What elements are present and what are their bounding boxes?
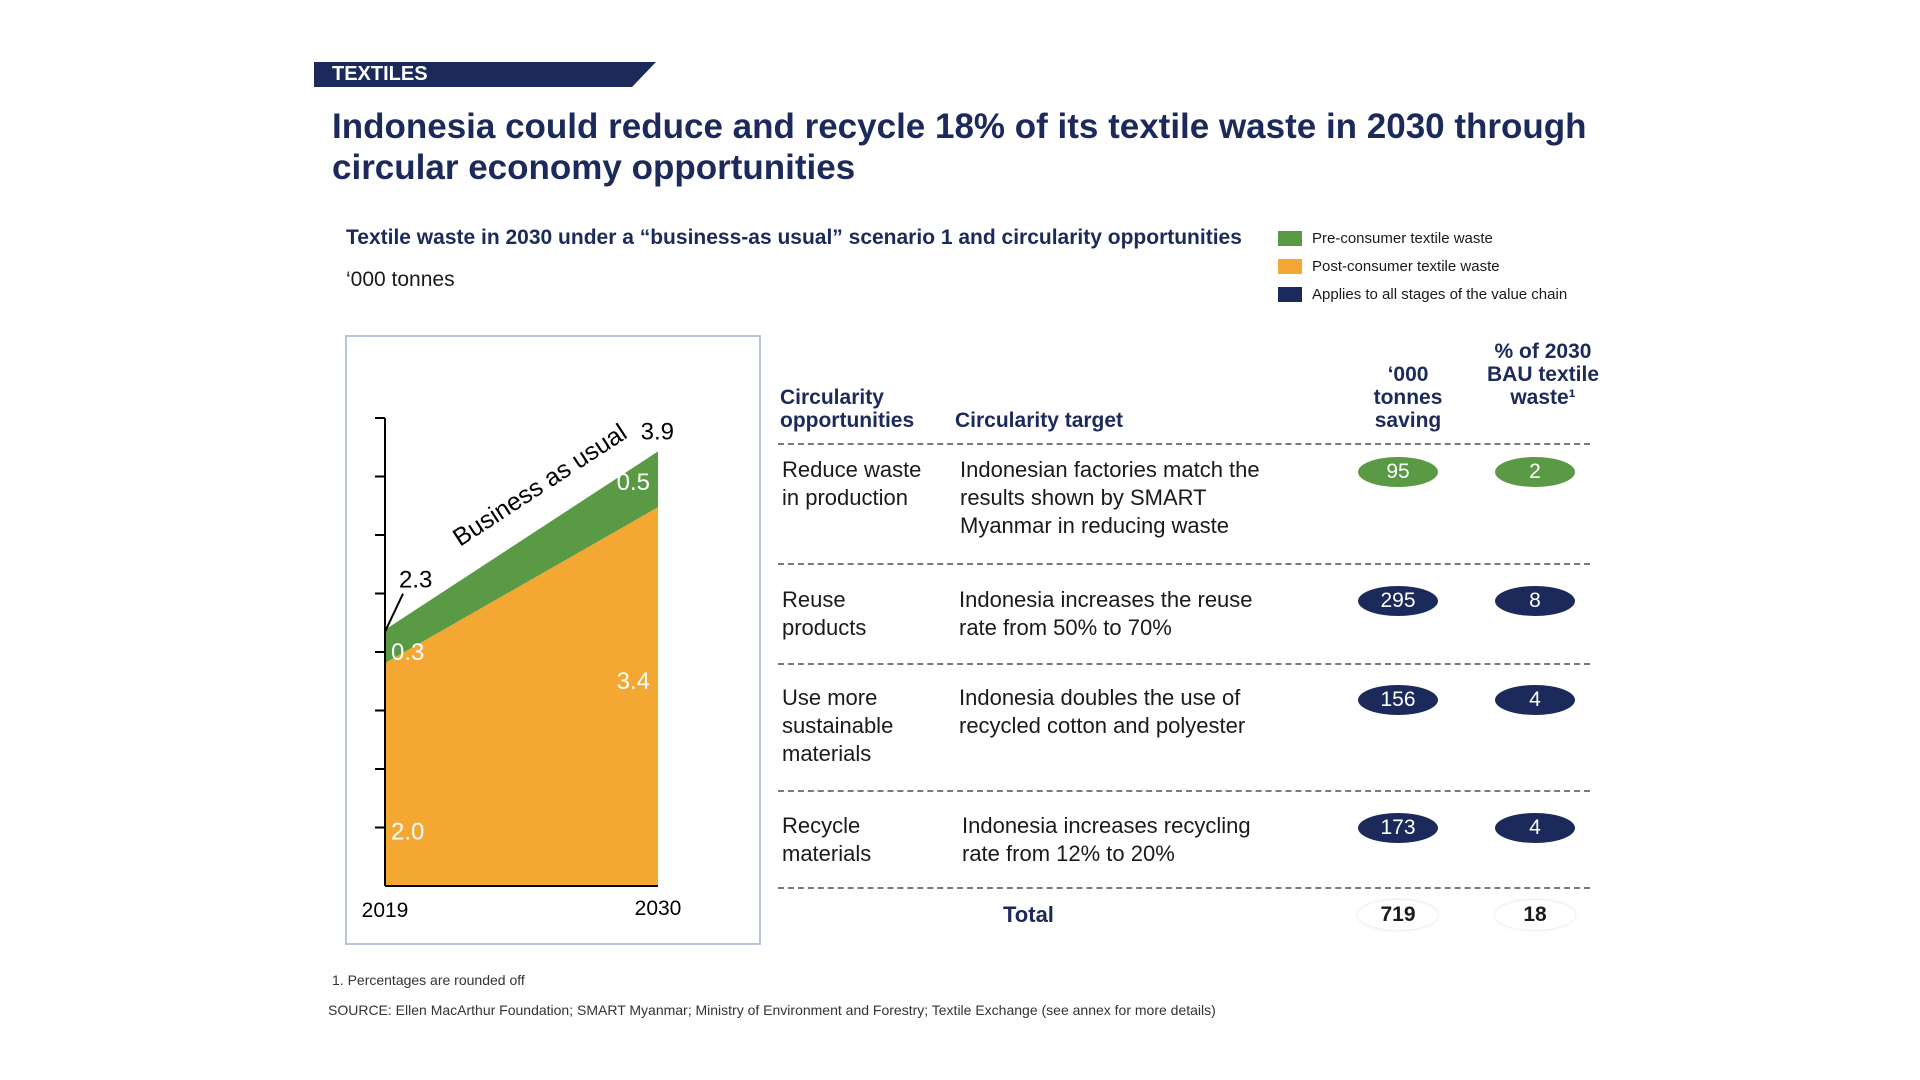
chart-subtitle: Textile waste in 2030 under a “business-… xyxy=(346,226,1242,249)
saving-badge: 295 xyxy=(1358,586,1438,616)
header-percent: % of 2030 BAU textile waste¹ xyxy=(1486,340,1600,409)
legend-swatch-orange xyxy=(1278,258,1302,274)
data-label-post-2030: 3.4 xyxy=(617,668,650,695)
post-consumer-area xyxy=(385,507,658,886)
data-label-total-2019: 2.3 xyxy=(399,567,432,594)
divider xyxy=(778,790,1590,792)
total-label: Total xyxy=(1003,902,1054,927)
area-chart-panel: 2.0 3.4 0.3 0.5 2.3 3.9 Business as usual 2019 2… xyxy=(345,335,761,945)
row-target: Indonesia increases the reuse rate from … xyxy=(959,587,1253,640)
row-target: Indonesian factories match the results s… xyxy=(960,457,1260,538)
legend: Pre-consumer textile waste Post-consumer… xyxy=(1278,224,1567,308)
saving-badge: 156 xyxy=(1358,685,1438,715)
page-title: Indonesia could reduce and recycle 18% o… xyxy=(332,107,1587,187)
legend-label: Pre-consumer textile waste xyxy=(1312,229,1493,247)
row-opportunity: Reuse products xyxy=(782,587,867,640)
row-target: Indonesia doubles the use of recycled co… xyxy=(959,685,1246,738)
data-label-pre-2030: 0.5 xyxy=(617,469,650,496)
circularity-table: Circularity opportunities Circularity ta… xyxy=(778,340,1599,940)
legend-swatch-navy xyxy=(1278,286,1302,302)
footnote: 1. Percentages are rounded off xyxy=(332,972,525,988)
header-saving: ‘000 tonnes saving xyxy=(1373,363,1443,432)
data-label-total-2030: 3.9 xyxy=(641,418,674,445)
pre-consumer-area xyxy=(385,451,658,664)
divider xyxy=(778,443,1590,445)
percent-badge: 4 xyxy=(1495,813,1575,843)
data-label-post-2019: 2.0 xyxy=(391,819,424,846)
legend-label: Post-consumer textile waste xyxy=(1312,257,1500,275)
legend-label: Applies to all stages of the value chain xyxy=(1312,285,1568,303)
row-target: Indonesia increases recycling rate from … xyxy=(962,813,1251,866)
row-opportunity: Recycle materials xyxy=(782,813,872,866)
source-note: SOURCE: Ellen MacArthur Foundation; SMAR… xyxy=(328,1002,1216,1018)
legend-item-pre-consumer: Pre-consumer textile waste xyxy=(1278,224,1567,252)
header-target: Circularity target xyxy=(955,409,1124,432)
row-opportunity: Use more sustainable materials xyxy=(782,685,894,766)
total-percent-badge: 18 xyxy=(1495,900,1575,930)
percent-badge: 4 xyxy=(1495,685,1575,715)
row-opportunity: Reduce waste in production xyxy=(782,457,922,510)
data-label-pre-2019: 0.3 xyxy=(391,639,424,666)
percent-badge: 2 xyxy=(1495,457,1575,487)
saving-badge: 173 xyxy=(1358,813,1438,843)
divider xyxy=(778,887,1590,889)
divider xyxy=(778,563,1590,565)
percent-badge: 8 xyxy=(1495,586,1575,616)
total-saving-badge: 719 xyxy=(1358,900,1438,930)
divider xyxy=(778,663,1590,665)
saving-badge: 95 xyxy=(1358,457,1438,487)
header-opportunities: Circularity opportunities xyxy=(780,386,915,432)
legend-item-post-consumer: Post-consumer textile waste xyxy=(1278,252,1567,280)
section-tag: TEXTILES xyxy=(314,62,656,87)
legend-item-all-stages: Applies to all stages of the value chain xyxy=(1278,280,1567,308)
x-tick-label-2019: 2019 xyxy=(362,899,409,922)
x-tick-label-2030: 2030 xyxy=(635,897,682,920)
unit-label: ‘000 tonnes xyxy=(346,268,455,291)
leader-line-2019 xyxy=(384,593,404,633)
legend-swatch-green xyxy=(1278,230,1302,246)
